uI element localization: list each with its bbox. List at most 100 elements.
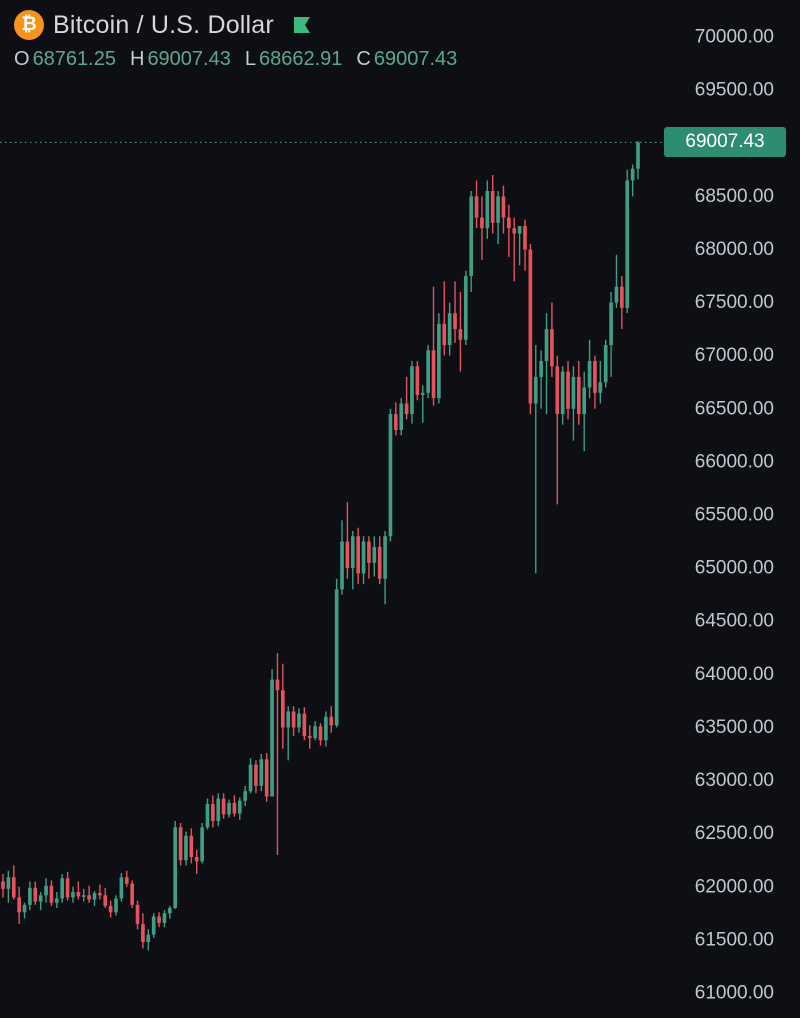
candle-body bbox=[248, 764, 253, 792]
candle bbox=[17, 886, 21, 924]
candle-body bbox=[243, 791, 247, 801]
candle bbox=[38, 892, 43, 911]
y-tick-label: 66000.00 bbox=[695, 451, 774, 472]
candle-body bbox=[485, 191, 490, 229]
y-tick-label: 68500.00 bbox=[695, 186, 774, 207]
candle bbox=[533, 345, 538, 574]
candle bbox=[248, 758, 253, 794]
candle-body bbox=[501, 196, 506, 218]
candle bbox=[291, 706, 296, 736]
candle-body bbox=[474, 196, 479, 218]
y-tick-label: 67500.00 bbox=[695, 292, 774, 313]
candle-body bbox=[463, 276, 468, 340]
candle-body bbox=[119, 877, 124, 899]
candle bbox=[173, 820, 178, 910]
candle bbox=[151, 913, 156, 938]
candle-body bbox=[98, 893, 102, 896]
candle-body bbox=[555, 366, 560, 415]
candle bbox=[44, 878, 48, 903]
candle-body bbox=[264, 759, 269, 797]
candle-body bbox=[458, 329, 463, 340]
candle bbox=[453, 281, 457, 343]
candle bbox=[501, 185, 506, 234]
candle-body bbox=[566, 371, 570, 409]
candle bbox=[28, 881, 32, 911]
candle bbox=[437, 313, 441, 404]
price-axis[interactable]: 70000.0069500.0069000.0068500.0068000.00… bbox=[695, 27, 774, 1004]
candle-body bbox=[420, 392, 425, 395]
candle bbox=[124, 870, 129, 887]
y-tick-label: 62500.00 bbox=[695, 823, 774, 844]
candle-body bbox=[318, 726, 323, 741]
candle bbox=[65, 871, 70, 901]
candle-body bbox=[507, 217, 511, 229]
candle-body bbox=[227, 802, 231, 815]
candle-body bbox=[469, 196, 474, 276]
candle-body bbox=[307, 735, 312, 739]
candle bbox=[243, 785, 247, 807]
candle bbox=[237, 797, 242, 820]
candle bbox=[146, 929, 151, 951]
candle-body bbox=[329, 716, 334, 726]
candle-body bbox=[625, 180, 630, 308]
candle bbox=[625, 169, 630, 314]
candle-body bbox=[281, 690, 285, 728]
candle bbox=[415, 360, 420, 401]
candle bbox=[555, 355, 560, 505]
flag-icon[interactable] bbox=[292, 15, 312, 35]
candle bbox=[490, 175, 495, 234]
symbol-title[interactable]: Bitcoin / U.S. Dollar bbox=[53, 10, 274, 39]
candle bbox=[270, 669, 274, 797]
candle-body bbox=[544, 329, 549, 361]
candle-body bbox=[383, 536, 387, 579]
candle-body bbox=[528, 249, 533, 404]
candle bbox=[442, 281, 447, 356]
candle bbox=[297, 708, 301, 733]
candle-body bbox=[388, 414, 393, 537]
candle bbox=[458, 291, 463, 372]
candle-body bbox=[598, 382, 603, 393]
candle-body bbox=[550, 329, 554, 367]
candle-body bbox=[22, 904, 27, 913]
candle-body bbox=[636, 142, 640, 169]
candle bbox=[447, 302, 452, 356]
candle-body bbox=[630, 168, 635, 181]
candle bbox=[593, 355, 597, 409]
y-tick-label: 66500.00 bbox=[695, 398, 774, 419]
candle bbox=[426, 345, 430, 399]
candle-body bbox=[302, 713, 307, 736]
candle-body bbox=[350, 536, 355, 569]
candle-body bbox=[162, 913, 167, 923]
candle-body bbox=[377, 546, 382, 579]
candle bbox=[141, 913, 145, 949]
candle-body bbox=[490, 191, 495, 223]
candle-body bbox=[345, 541, 350, 569]
y-tick-label: 70000.00 bbox=[695, 27, 774, 48]
candle bbox=[340, 520, 344, 595]
candle bbox=[254, 760, 258, 794]
candle bbox=[6, 870, 11, 903]
candle-body bbox=[539, 360, 543, 377]
candle-body bbox=[194, 857, 199, 862]
candle-body bbox=[533, 376, 538, 404]
candle-body bbox=[367, 541, 371, 563]
candle-body bbox=[404, 403, 409, 415]
candle-body bbox=[286, 711, 291, 728]
candle-body bbox=[431, 350, 436, 399]
candle-body bbox=[372, 546, 377, 563]
candle bbox=[119, 872, 124, 902]
candle-body bbox=[103, 895, 108, 906]
candle bbox=[189, 828, 194, 864]
y-tick-label: 64500.00 bbox=[695, 611, 774, 632]
candle-body bbox=[480, 217, 484, 229]
candle bbox=[582, 371, 587, 452]
bitcoin-icon[interactable]: ₿ bbox=[14, 10, 44, 40]
candle bbox=[485, 180, 490, 239]
candle-body bbox=[157, 916, 161, 923]
candle-body bbox=[189, 835, 194, 858]
candle bbox=[372, 536, 377, 577]
candle bbox=[367, 536, 371, 579]
candle bbox=[388, 408, 393, 542]
candle-body bbox=[237, 800, 242, 814]
